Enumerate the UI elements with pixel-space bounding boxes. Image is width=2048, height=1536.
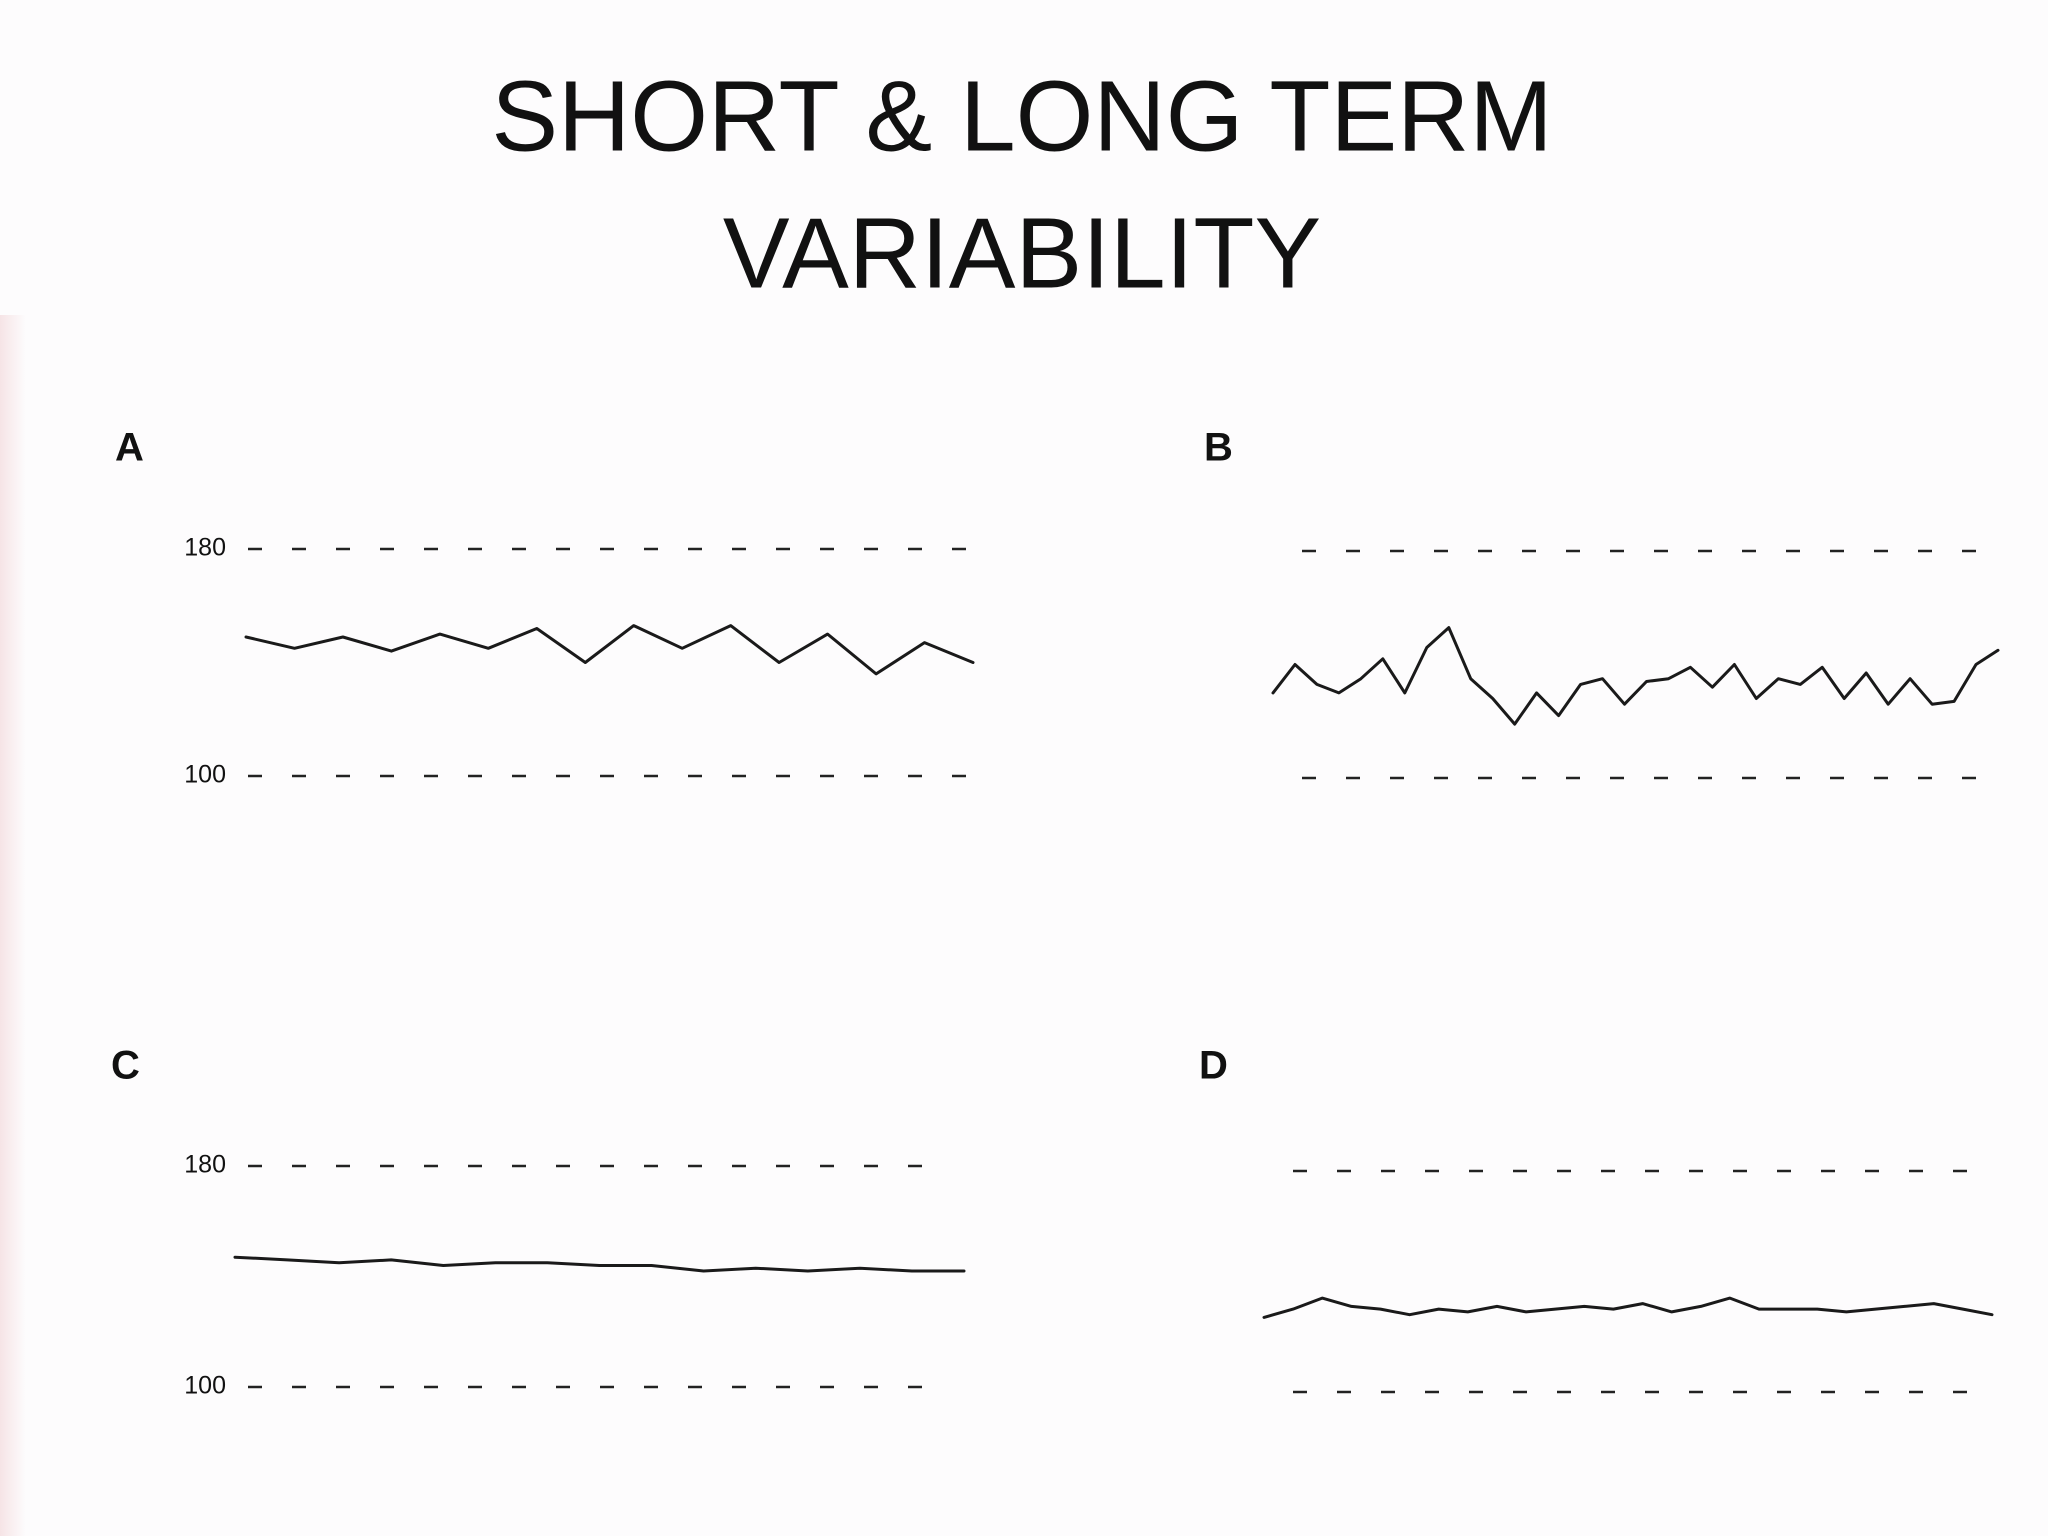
y-tick-label: 100 [184, 1372, 226, 1400]
trace [244, 624, 975, 676]
scan-edge [0, 315, 26, 1536]
slide-title: VARIABILITY [723, 197, 1321, 309]
panel-label: D [1199, 1044, 1228, 1088]
y-tick-label: 180 [184, 1151, 226, 1179]
panel-label: A [115, 426, 144, 470]
y-tick-label: 100 [184, 761, 226, 789]
slide-title: SHORT & LONG TERM [491, 60, 1552, 172]
panel-label: C [111, 1044, 140, 1088]
trace [1262, 1296, 1994, 1319]
panel-label: B [1204, 426, 1233, 470]
trace [233, 1255, 966, 1273]
trace [1271, 626, 2000, 726]
y-tick-label: 180 [184, 534, 226, 562]
